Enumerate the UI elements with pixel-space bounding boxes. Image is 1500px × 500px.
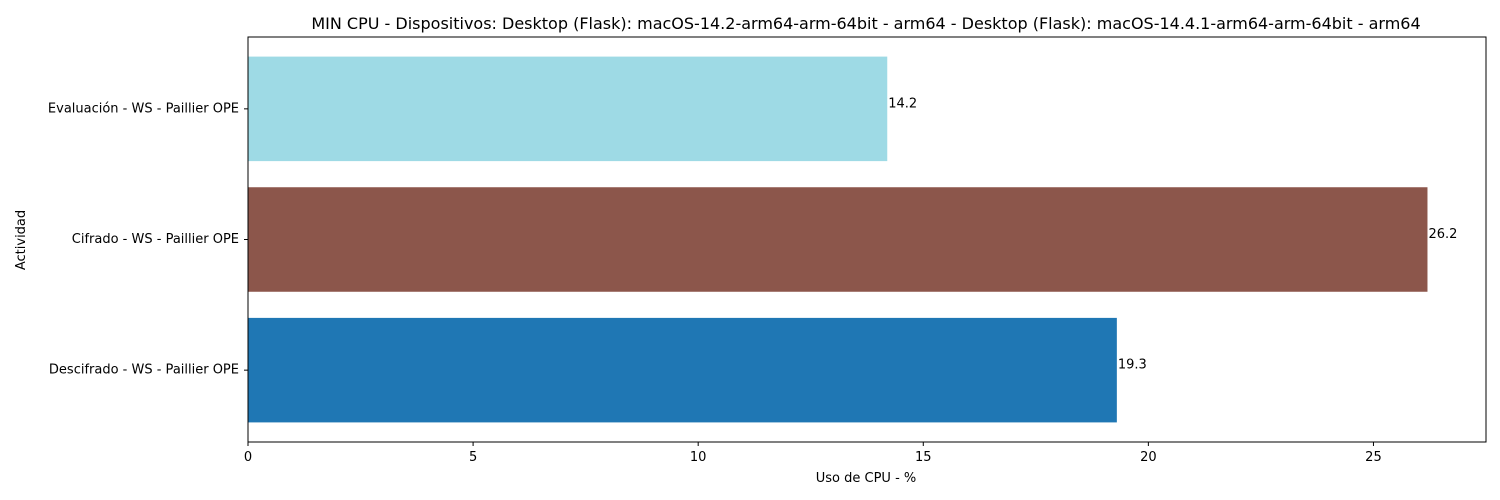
- x-tick-label: 15: [915, 450, 932, 465]
- bar: [248, 187, 1428, 292]
- y-axis-label: Actividad: [14, 210, 29, 270]
- plot-area: Evaluación - WS - Paillier OPE 14.2 Cifrad…: [48, 36, 1487, 465]
- axes-frame: [247, 36, 1487, 443]
- y-tick-label: Cifrado - WS - Paillier OPE: [72, 232, 239, 247]
- bar: [248, 317, 1117, 423]
- data-label: 26.2: [1428, 227, 1457, 242]
- y-tick-label: Evaluación - WS - Paillier OPE: [48, 101, 239, 116]
- x-axis-label: Uso de CPU - %: [816, 471, 917, 486]
- x-tick-label: 20: [1140, 450, 1157, 465]
- x-tick-label: 25: [1365, 450, 1382, 465]
- chart-title: MIN CPU - Dispositivos: Desktop (Flask):…: [311, 14, 1420, 33]
- x-tick-label: 10: [690, 450, 707, 465]
- data-label: 19.3: [1118, 358, 1147, 373]
- x-tick-label: 0: [244, 450, 252, 465]
- bar: [248, 56, 888, 162]
- y-tick-label: Descifrado - WS - Paillier OPE: [49, 363, 239, 378]
- data-label: 14.2: [888, 96, 917, 111]
- x-tick-label: 5: [469, 450, 477, 465]
